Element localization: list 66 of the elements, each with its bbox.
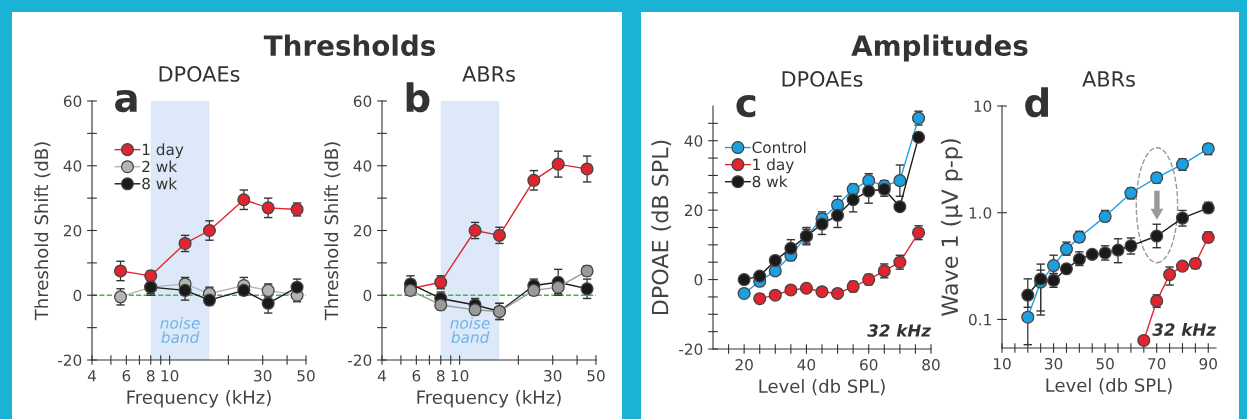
y-tick-label: 60 bbox=[353, 95, 372, 108]
y-tick-label: 0.1 bbox=[968, 313, 991, 326]
y-tick-label: 20 bbox=[63, 224, 82, 237]
x-axis-title: Frequency (kHz) bbox=[127, 390, 271, 408]
y-tick-label: 0 bbox=[694, 274, 703, 286]
x-tick-label: 50 bbox=[1096, 357, 1114, 370]
x-tick-label: 70 bbox=[1148, 357, 1166, 370]
y-axis-title: Wave 1 (μV p-p) bbox=[940, 139, 963, 316]
legend-label: 8 wk bbox=[142, 177, 178, 190]
chart-title: ABRs bbox=[462, 66, 515, 82]
x-tick-label: 10 bbox=[993, 357, 1011, 370]
y-tick-label: -20 bbox=[679, 343, 703, 356]
y-tick-label: 40 bbox=[353, 160, 372, 172]
y-axis-title: Threshold Shift (dB) bbox=[34, 142, 51, 321]
legend-label: 2 wk bbox=[142, 160, 178, 173]
x-tick-label: 40 bbox=[797, 358, 816, 371]
legend-label: Control bbox=[752, 141, 806, 154]
x-tick-label: 6 bbox=[122, 369, 131, 382]
y-tick-label: 1.0 bbox=[969, 207, 992, 219]
text: Thresholds bbox=[263, 34, 435, 57]
y-axis-title: DPOAE (dB SPL) bbox=[651, 140, 672, 315]
y-tick-label: 20 bbox=[353, 224, 372, 237]
annotation: a bbox=[115, 89, 137, 113]
x-tick-label: 8 bbox=[436, 369, 445, 382]
x-tick-label: 4 bbox=[377, 370, 386, 382]
text: Amplitudes bbox=[851, 34, 1028, 62]
x-axis-title: Level (db SPL) bbox=[1046, 378, 1172, 395]
y-axis-title: Threshold Shift (dB) bbox=[324, 142, 341, 321]
x-tick-label: 4 bbox=[87, 370, 96, 382]
x-tick-label: 90 bbox=[1199, 357, 1217, 370]
x-tick-label: 60 bbox=[860, 358, 878, 371]
y-tick-label: 0 bbox=[73, 289, 82, 302]
y-tick-label: -20 bbox=[348, 354, 372, 367]
x-tick-label: 30 bbox=[1045, 357, 1063, 370]
y-tick-label: 40 bbox=[684, 135, 703, 147]
annotation: 32 kHz bbox=[867, 323, 932, 337]
annotation: c bbox=[736, 94, 756, 118]
chart-title: DPOAEs bbox=[782, 71, 863, 87]
legend-label: 8 wk bbox=[752, 175, 788, 188]
legend-label: 1 day bbox=[753, 158, 794, 174]
x-tick-label: 8 bbox=[146, 369, 155, 382]
band-label: noise band bbox=[450, 317, 490, 344]
x-tick-label: 6 bbox=[412, 369, 421, 382]
x-tick-label: 80 bbox=[922, 358, 940, 371]
chart-title: ABRs bbox=[1082, 71, 1135, 87]
y-tick-label: 10 bbox=[974, 100, 992, 113]
x-tick-label: 30 bbox=[254, 369, 272, 382]
chart-title: DPOAEs bbox=[159, 66, 240, 82]
x-tick-label: 50 bbox=[587, 369, 605, 382]
x-tick-label: 30 bbox=[544, 369, 562, 382]
legend-label: 1 day bbox=[142, 143, 184, 159]
y-tick-label: 0 bbox=[363, 289, 372, 302]
y-tick-label: -20 bbox=[58, 354, 82, 367]
annotation: 32 kHz bbox=[1152, 322, 1217, 336]
x-axis-title: Level (db SPL) bbox=[759, 379, 885, 396]
x-tick-label: 10 bbox=[451, 369, 469, 382]
annotation: b bbox=[406, 82, 430, 113]
y-tick-label: 60 bbox=[63, 95, 82, 108]
band-label: noise band bbox=[160, 317, 200, 344]
y-tick-label: 20 bbox=[684, 204, 703, 217]
x-tick-label: 20 bbox=[735, 358, 753, 371]
y-tick-label: 40 bbox=[63, 160, 82, 172]
x-tick-label: 50 bbox=[297, 369, 315, 382]
annotation: d bbox=[1025, 87, 1048, 118]
x-tick-label: 10 bbox=[161, 369, 179, 382]
x-axis-title: Frequency (kHz) bbox=[417, 390, 561, 408]
